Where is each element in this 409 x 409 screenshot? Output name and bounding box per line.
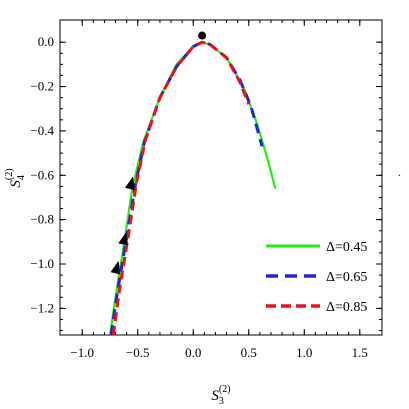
y-axis-label: S4(2)	[4, 168, 27, 187]
y-tick-label: −0.8	[30, 212, 54, 227]
direction-arrow	[110, 260, 121, 275]
x-tick-label: 1.0	[296, 345, 312, 360]
direction-arrow	[125, 176, 135, 191]
y-axis-label-base: S	[8, 180, 24, 188]
x-tick-label: −1.0	[70, 345, 94, 360]
x-tick-label: 0.5	[241, 345, 257, 360]
x-axis-label-sup: (2)	[219, 384, 231, 395]
x-tick-label: 1.5	[352, 345, 368, 360]
x-axis-label-sub: 3	[219, 396, 224, 407]
y-tick-label: −0.4	[30, 123, 54, 138]
legend: Δ=0.45 Δ=0.65 Δ=0.85	[266, 240, 367, 315]
legend-label-1: Δ=0.45	[326, 240, 367, 255]
plot-frame	[59, 19, 383, 336]
y-tick-label: −0.2	[30, 79, 54, 94]
axis-ticks: −1.0 −0.5 0.0 0.5 1.0 1.5 0.0 −0.2 −0.4 −0.6 −0.8 −…	[30, 20, 382, 360]
series-line-2	[109, 40, 264, 335]
x-tick-label: −0.5	[126, 345, 150, 360]
y-tick-label: −1.0	[30, 256, 54, 271]
legend-label-2: Δ=0.65	[326, 270, 367, 285]
marker-point	[198, 31, 207, 40]
y-axis-label-sup: (2)	[4, 168, 15, 180]
y-tick-label: −0.6	[30, 167, 54, 182]
x-tick-label: 0.0	[185, 345, 201, 360]
x-axis-label: S3(2)	[211, 384, 230, 407]
y-tick-label: 0.0	[38, 34, 54, 49]
stray-mark: .	[398, 165, 401, 179]
series-layer	[108, 40, 277, 335]
decor-layer	[110, 31, 207, 275]
x-axis-label-base: S	[211, 388, 219, 404]
y-axis-label-sub: 4	[16, 175, 27, 180]
y-tick-label: −1.2	[30, 300, 54, 315]
direction-arrow	[118, 231, 129, 246]
series-line-3	[111, 40, 251, 335]
legend-label-3: Δ=0.85	[326, 300, 367, 315]
